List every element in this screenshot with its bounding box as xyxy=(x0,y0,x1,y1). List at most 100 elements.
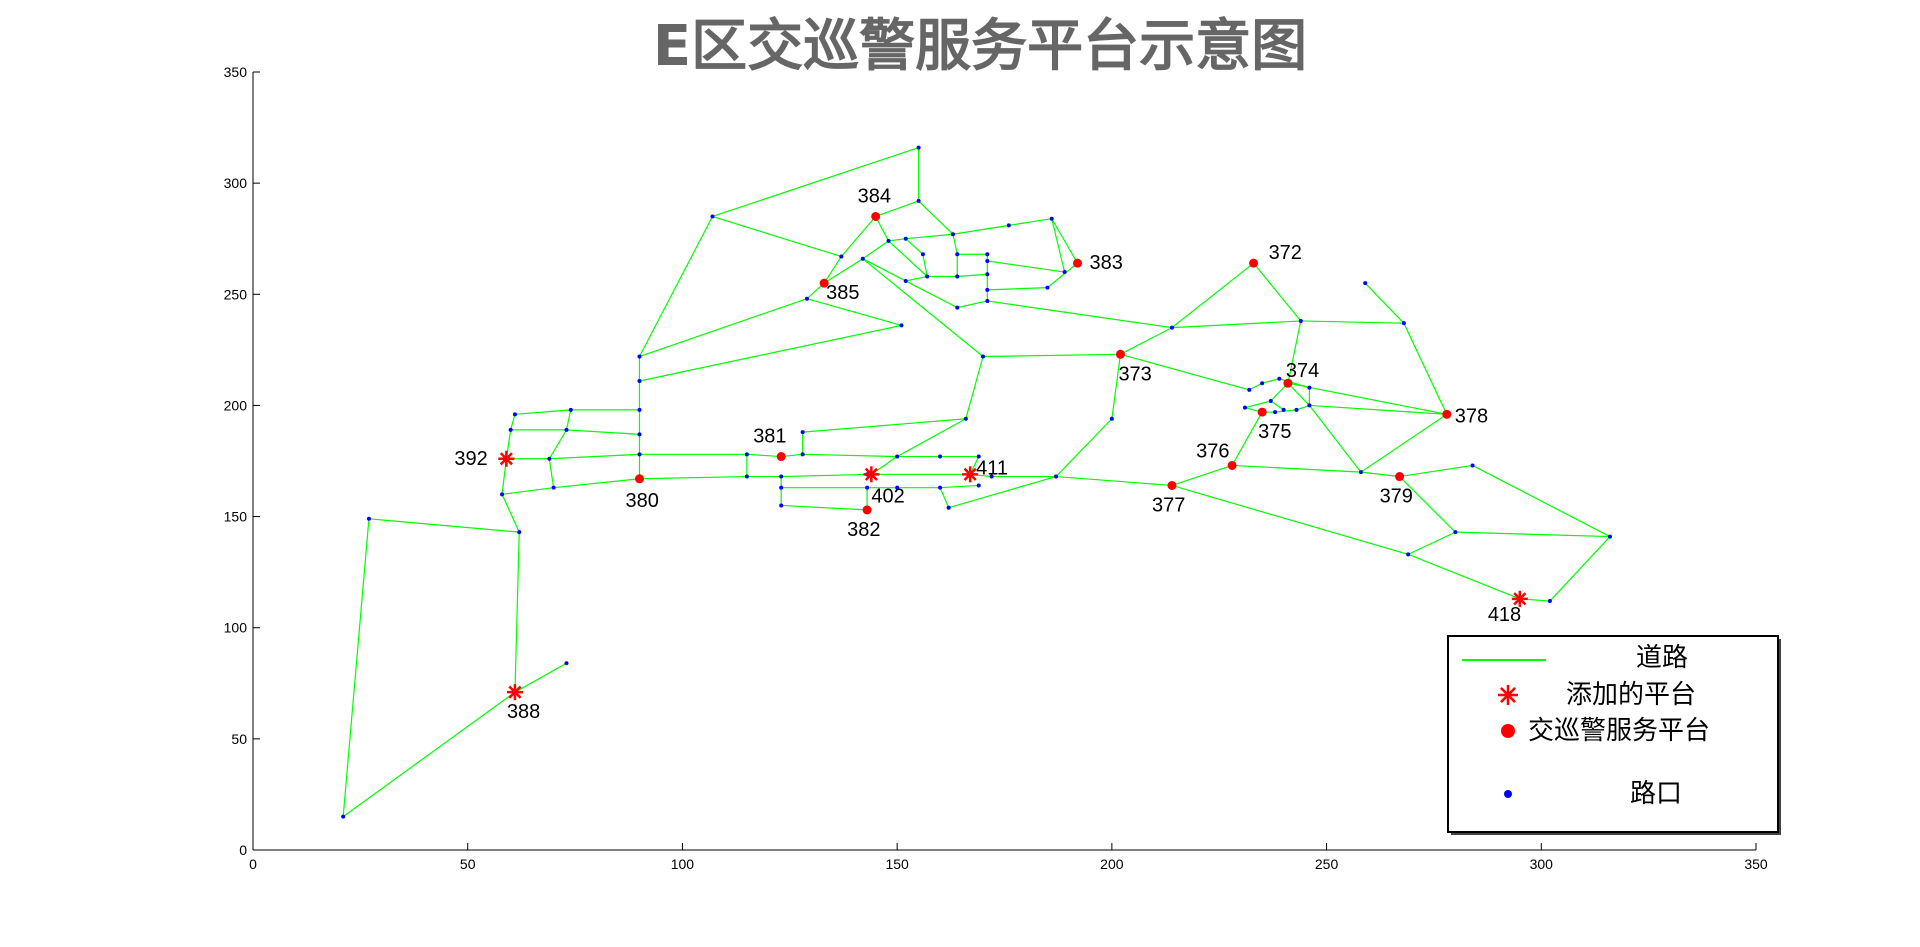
legend-label: 添加的平台 xyxy=(1566,680,1696,710)
legend-platform-swatch xyxy=(1501,724,1515,738)
intersection-point xyxy=(637,378,642,383)
road-network xyxy=(342,147,1611,818)
road-segment xyxy=(965,356,984,419)
intersection-point xyxy=(1358,470,1363,475)
intersection-point xyxy=(637,452,642,457)
road-segment xyxy=(948,475,1057,509)
intersection-point xyxy=(779,474,784,479)
road-segment xyxy=(1008,218,1052,226)
road-segment xyxy=(1120,353,1250,391)
road-segment xyxy=(781,473,872,478)
legend-box xyxy=(1447,635,1779,833)
road-segment xyxy=(548,458,555,488)
legend-label: 道路 xyxy=(1636,643,1688,673)
road-segment xyxy=(1171,262,1254,329)
road-segment xyxy=(1270,400,1284,411)
asterisk-stroke xyxy=(864,467,878,481)
intersection-point xyxy=(1247,387,1252,392)
y-tick-label: 50 xyxy=(231,731,247,747)
road-segment xyxy=(549,453,640,460)
road-segment xyxy=(983,353,1121,358)
intersection-point xyxy=(1453,530,1458,535)
road-segment xyxy=(1232,464,1361,473)
added-platform-marker xyxy=(498,450,515,467)
road-segment xyxy=(1455,531,1611,538)
road-segment xyxy=(896,418,967,458)
platform-marker xyxy=(819,278,829,288)
road-segment xyxy=(1309,404,1447,415)
road-segment xyxy=(888,240,928,277)
intersection-point xyxy=(950,232,955,237)
road-segment xyxy=(1111,354,1122,419)
intersection-point xyxy=(920,252,925,257)
intersection-point xyxy=(938,485,943,490)
x-tick-label: 300 xyxy=(1530,856,1554,872)
road-segment xyxy=(639,298,808,358)
platform-marker xyxy=(776,452,786,462)
road-segment xyxy=(781,504,868,511)
road-segment xyxy=(1051,218,1079,264)
intersection-point xyxy=(637,407,642,412)
intersection-point xyxy=(860,256,865,261)
intersection-point xyxy=(1109,416,1114,421)
road-segment xyxy=(922,254,928,277)
road-segment xyxy=(823,258,864,284)
road-segment xyxy=(1399,476,1456,533)
road-segment xyxy=(1274,409,1297,413)
road-segment xyxy=(1300,320,1404,324)
added-platform-label: 392 xyxy=(454,448,487,470)
asterisk-stroke xyxy=(963,467,977,481)
intersection-point xyxy=(1045,285,1050,290)
platform-marker xyxy=(1395,472,1405,482)
road-segment xyxy=(1296,404,1310,411)
x-tick-label: 100 xyxy=(671,856,695,872)
platform-label: 376 xyxy=(1196,440,1229,462)
x-tick-label: 200 xyxy=(1100,856,1124,872)
intersection-point xyxy=(744,452,749,457)
intersection-point xyxy=(512,412,517,417)
added-platform-marker xyxy=(506,684,523,701)
intersection-point xyxy=(865,485,870,490)
intersection-point xyxy=(1281,407,1286,412)
intersection-point xyxy=(899,323,904,328)
asterisk-stroke xyxy=(1500,687,1516,703)
road-segment xyxy=(939,487,950,508)
intersection-point xyxy=(1307,403,1312,408)
road-segment xyxy=(905,280,958,309)
road-segment xyxy=(1244,400,1271,409)
road-segment xyxy=(514,662,567,693)
x-tick-label: 50 xyxy=(460,856,476,872)
y-tick-label: 200 xyxy=(224,397,248,413)
chart-title: E区交巡警服务平台示意图 xyxy=(653,14,1307,79)
intersection-point xyxy=(963,416,968,421)
intersection-point xyxy=(1470,463,1475,468)
road-segment xyxy=(1231,411,1263,466)
intersection-point xyxy=(779,485,784,490)
intersection-point xyxy=(800,452,805,457)
intersection-point xyxy=(1547,599,1552,604)
road-segment xyxy=(1360,413,1448,473)
platform-marker xyxy=(1115,349,1125,359)
intersection-point xyxy=(551,485,556,490)
road-segment xyxy=(1047,262,1078,289)
platform-marker xyxy=(862,505,872,515)
road-segment xyxy=(905,233,954,240)
intersection-point xyxy=(916,145,921,150)
road-segment xyxy=(514,409,571,415)
road-segment xyxy=(905,275,928,282)
platform-markers xyxy=(634,211,1452,515)
road-segment xyxy=(875,200,919,218)
intersection-point xyxy=(1294,407,1299,412)
road-segment xyxy=(639,475,747,480)
y-tick-label: 100 xyxy=(224,620,248,636)
intersection-point xyxy=(1273,410,1278,415)
road-segment xyxy=(712,215,842,258)
platform-label: 375 xyxy=(1258,421,1291,443)
road-segment xyxy=(862,240,889,260)
intersection-point xyxy=(568,407,573,412)
road-segment xyxy=(875,216,890,242)
road-segment xyxy=(553,478,640,489)
road-segment xyxy=(1287,382,1447,415)
road-segment xyxy=(1308,405,1362,473)
